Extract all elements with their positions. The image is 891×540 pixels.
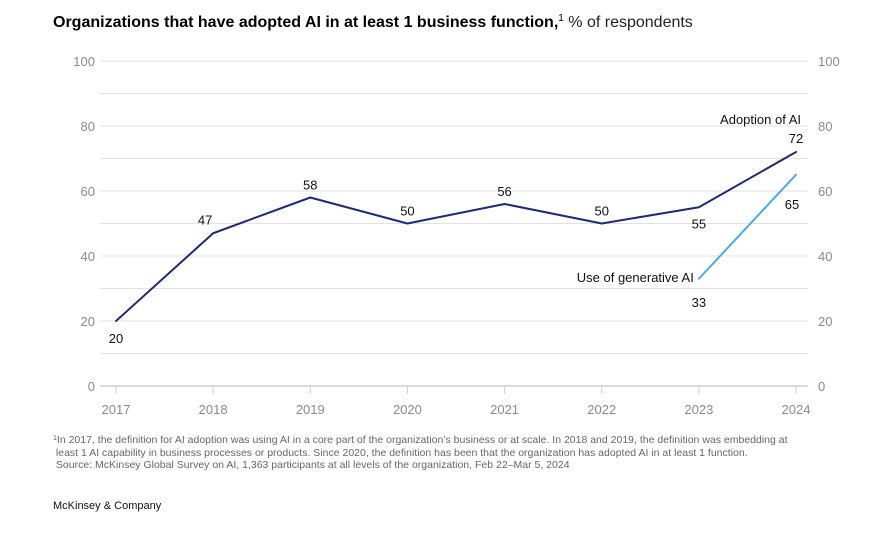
chart-title-unit: % of respondents	[568, 14, 693, 31]
x-tick-label: 2019	[296, 402, 325, 417]
x-tick-label: 2017	[102, 402, 131, 417]
y-tick-label-left: 20	[81, 314, 95, 329]
y-tick-label-right: 100	[818, 54, 840, 69]
series-line-adoption	[115, 151, 797, 322]
x-tick-label: 2023	[684, 402, 713, 417]
footnote-line-2: least 1 AI capability in business proces…	[55, 446, 748, 459]
series-lines	[115, 151, 797, 322]
x-tick-label: 2022	[587, 402, 616, 417]
y-tick-label-right: 0	[818, 379, 825, 394]
data-label: 56	[497, 184, 511, 199]
data-label: 50	[400, 204, 414, 219]
footnote-marker: 1	[53, 435, 57, 442]
x-tick-label: 2024	[782, 402, 811, 417]
y-tick-label-right: 40	[818, 249, 832, 264]
y-tick-label-left: 60	[81, 184, 95, 199]
brand-logo-text: McKinsey & Company	[53, 500, 162, 512]
footnote-line-1: 1In 2017, the definition for AI adoption…	[53, 434, 788, 446]
y-tick-label-right: 80	[818, 119, 832, 134]
data-label: 47	[198, 212, 212, 227]
y-tick-label-right: 60	[818, 184, 832, 199]
y-tick-label-left: 100	[73, 54, 95, 69]
x-tick-label: 2018	[199, 402, 228, 417]
chart-title-main: Organizations that have adopted AI in at…	[53, 14, 559, 31]
footnote: 1In 2017, the definition for AI adoption…	[53, 433, 873, 472]
series-line-generative	[697, 173, 797, 280]
y-axis-left: 0 20 40 60 80 100	[73, 54, 95, 394]
data-label: 33	[692, 295, 706, 310]
data-label: 50	[594, 204, 608, 219]
y-tick-label-left: 40	[81, 249, 95, 264]
x-axis: 2017 2018 2019 2020 2021 2022 2023 2024	[102, 386, 811, 417]
data-labels: 20 47 58 50 56 50 55 72 33 65 Adoption of AI Use of…	[109, 112, 803, 346]
data-label: 55	[692, 216, 706, 231]
series-label-adoption: Adoption of AI	[720, 112, 801, 127]
x-tick-label: 2021	[490, 402, 519, 417]
chart-title: Organizations that have adopted AI in at…	[53, 13, 693, 32]
footnote-line-3: Source: McKinsey Global Survey on AI, 1,…	[55, 459, 570, 471]
x-tick-label: 2020	[393, 402, 422, 417]
data-label: 72	[789, 131, 803, 146]
y-tick-label-right: 20	[818, 314, 832, 329]
data-label: 65	[785, 197, 799, 212]
y-tick-label-left: 80	[81, 119, 95, 134]
y-axis-right: 0 20 40 60 80 100	[818, 54, 840, 394]
gridlines	[100, 60, 808, 387]
y-tick-label-left: 0	[88, 379, 95, 394]
title-footnote-marker: 1	[558, 13, 564, 24]
data-label: 20	[109, 331, 123, 346]
series-label-generative: Use of generative AI	[577, 270, 694, 285]
data-label: 58	[303, 178, 317, 193]
